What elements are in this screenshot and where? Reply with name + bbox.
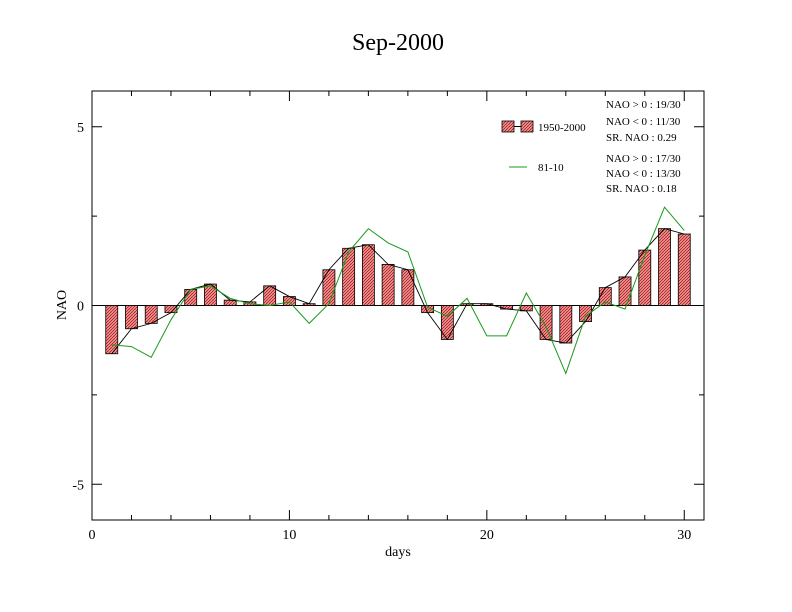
chart-title: Sep-2000 (352, 30, 444, 56)
legend-swatch-bars-left (501, 120, 515, 133)
stat-line: NAO > 0 : 17/30 (606, 153, 681, 165)
x-axis-label: days (385, 545, 411, 560)
stat-line: NAO > 0 : 19/30 (606, 99, 681, 111)
bar (658, 228, 671, 306)
plot-frame (91, 90, 705, 521)
bar (381, 263, 395, 306)
bar (125, 305, 138, 330)
bar (638, 249, 652, 306)
bar (500, 305, 513, 310)
x-tick-label: 0 (89, 528, 96, 543)
legend-label-81-10: 81-10 (538, 162, 564, 174)
bar (539, 305, 553, 340)
x-tick-label: 30 (677, 528, 691, 543)
legend-swatch-bars-right (520, 120, 534, 133)
y-tick-label: -5 (72, 478, 84, 493)
bar (184, 289, 198, 306)
legend: 1950-2000 81-10 (501, 120, 586, 174)
stat-line: SR. NAO : 0.18 (606, 183, 677, 195)
bar (677, 233, 691, 306)
bar (342, 247, 356, 306)
bar (401, 269, 415, 306)
plot-area: 0 10 20 30 -5 0 5 (72, 91, 704, 543)
x-tick-label: 20 (480, 528, 494, 543)
y-axis-label: NAO (55, 290, 70, 320)
stat-line: SR. NAO : 0.29 (606, 132, 677, 144)
bar-series-line (111, 228, 685, 355)
bar (164, 305, 178, 314)
series-line-81-10 (111, 206, 685, 375)
y-tick-label: 0 (77, 300, 84, 315)
bar (322, 269, 336, 306)
x-tick-label: 10 (282, 528, 296, 543)
stats-block: NAO > 0 : 19/30 NAO < 0 : 11/30 SR. NAO … (606, 99, 681, 195)
stat-line: NAO < 0 : 13/30 (606, 168, 681, 180)
y-tick-label: 5 (77, 121, 84, 136)
bar (618, 276, 632, 306)
bar (559, 305, 573, 344)
bar (598, 287, 612, 306)
bar (105, 305, 119, 355)
stat-line: NAO < 0 : 11/30 (606, 116, 681, 128)
legend-label-1950-2000: 1950-2000 (538, 122, 586, 134)
bar (361, 244, 375, 306)
